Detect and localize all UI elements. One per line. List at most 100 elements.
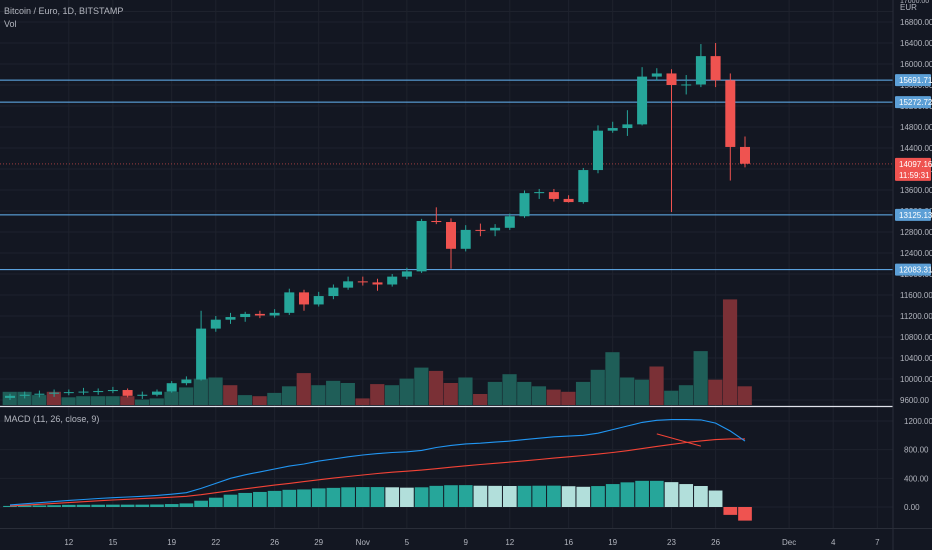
volume-bar bbox=[634, 379, 649, 405]
time-tick-label: 9 bbox=[463, 538, 468, 547]
level-price-badge bbox=[895, 263, 931, 276]
level-price-label: 12083.31 bbox=[899, 266, 932, 275]
volume-bar bbox=[76, 396, 91, 405]
macd-histogram-bar bbox=[3, 505, 17, 507]
volume-bar bbox=[311, 385, 326, 405]
volume-label: Vol bbox=[4, 19, 17, 29]
macd-histogram-bar bbox=[150, 504, 164, 507]
price-tick-label: 10800.00 bbox=[900, 333, 932, 342]
macd-histogram-bar bbox=[91, 504, 106, 507]
currency-label: EUR bbox=[900, 3, 917, 12]
candle-body bbox=[681, 84, 692, 86]
volume-bar bbox=[384, 385, 400, 405]
candle-body bbox=[460, 229, 471, 249]
candle-body bbox=[152, 391, 162, 395]
time-tick-label: 29 bbox=[314, 538, 323, 547]
time-tick-label: 26 bbox=[270, 538, 279, 547]
price-tick-label: 16000.00 bbox=[900, 60, 932, 69]
macd-histogram-bar bbox=[32, 505, 47, 507]
macd-histogram-bar bbox=[179, 503, 194, 507]
time-tick-label: 15 bbox=[108, 538, 117, 547]
price-tick-label: 10400.00 bbox=[900, 354, 932, 363]
candle-body bbox=[240, 313, 251, 318]
candle-body bbox=[416, 220, 427, 272]
macd-histogram-bar bbox=[326, 487, 341, 507]
candle-body bbox=[19, 394, 30, 396]
price-tick-label: 12800.00 bbox=[900, 228, 932, 237]
macd-histogram-bar bbox=[694, 486, 708, 507]
candle-body bbox=[78, 391, 89, 393]
candle-body bbox=[490, 227, 501, 231]
candle-body bbox=[534, 192, 545, 194]
macd-histogram-bar bbox=[208, 497, 223, 507]
volume-bar bbox=[678, 385, 694, 405]
price-tick-label: 11200.00 bbox=[900, 312, 932, 321]
candle-body bbox=[637, 76, 648, 125]
macd-tick-label: 400.00 bbox=[904, 474, 929, 483]
volume-bar bbox=[355, 398, 370, 405]
level-price-label: 13125.13 bbox=[899, 211, 932, 220]
candle-body bbox=[563, 198, 574, 203]
volume-bar bbox=[561, 391, 576, 405]
macd-tick-label: 0.00 bbox=[904, 503, 920, 512]
volume-bar bbox=[267, 392, 282, 405]
macd-histogram-bar bbox=[253, 491, 267, 507]
macd-histogram-bar bbox=[311, 488, 326, 507]
candle-body bbox=[269, 312, 280, 316]
trend-line-drawing bbox=[656, 433, 702, 447]
macd-label: MACD (11, 26, close, 9) bbox=[4, 414, 100, 424]
macd-histogram-bar bbox=[502, 486, 517, 507]
signal-line bbox=[9, 438, 745, 507]
macd-histogram-bar bbox=[106, 504, 120, 507]
candle-body bbox=[607, 128, 618, 131]
level-price-label: 15272.72 bbox=[899, 98, 932, 107]
macd-histogram-bar bbox=[135, 504, 150, 507]
candle-body bbox=[225, 317, 236, 320]
volume-bar bbox=[443, 383, 458, 405]
volume-bar bbox=[208, 377, 223, 405]
candle-body bbox=[622, 124, 633, 129]
price-tick-label: 13600.00 bbox=[900, 186, 932, 195]
macd-tick-label: 1200.00 bbox=[904, 417, 932, 426]
candle-body bbox=[710, 56, 721, 81]
candle-body bbox=[93, 391, 104, 393]
candle-body bbox=[666, 73, 677, 85]
time-tick-label: 19 bbox=[167, 538, 176, 547]
candle-body bbox=[49, 392, 60, 394]
volume-bar bbox=[237, 395, 253, 405]
macd-histogram-bar bbox=[400, 487, 414, 507]
macd-histogram-bar bbox=[605, 484, 620, 507]
macd-histogram-bar bbox=[517, 485, 532, 507]
volume-bar bbox=[517, 381, 532, 405]
volume-bar bbox=[149, 398, 164, 405]
volume-bar bbox=[473, 394, 488, 405]
symbol-title: Bitcoin / Euro, 1D, BITSTAMP bbox=[4, 6, 124, 16]
level-price-badge bbox=[895, 208, 931, 221]
volume-bar bbox=[546, 389, 561, 405]
time-tick-label: 16 bbox=[564, 538, 573, 547]
candle-body bbox=[504, 216, 515, 228]
macd-line bbox=[9, 419, 746, 506]
volume-bar bbox=[281, 386, 297, 405]
candle-body bbox=[343, 281, 354, 288]
macd-histogram-bar bbox=[620, 482, 635, 507]
macd-histogram-bar bbox=[61, 504, 76, 507]
candle-body bbox=[401, 271, 412, 277]
volume-bar bbox=[722, 299, 738, 405]
macd-histogram-bar bbox=[355, 487, 370, 507]
macd-histogram-bar bbox=[723, 507, 738, 515]
macd-histogram-bar bbox=[458, 485, 473, 507]
macd-histogram-bar bbox=[738, 507, 752, 521]
price-tick-label: 14400.00 bbox=[900, 144, 932, 153]
time-tick-label: 12 bbox=[64, 538, 73, 547]
macd-histogram-bar bbox=[164, 504, 179, 507]
macd-histogram-bar bbox=[223, 494, 238, 507]
candle-body bbox=[519, 193, 530, 217]
candle-body bbox=[593, 130, 603, 171]
macd-histogram-bar bbox=[708, 490, 723, 507]
candle-body bbox=[107, 390, 118, 392]
candle-body bbox=[695, 56, 706, 85]
macd-histogram-bar bbox=[591, 486, 605, 507]
candle-body bbox=[548, 192, 559, 199]
